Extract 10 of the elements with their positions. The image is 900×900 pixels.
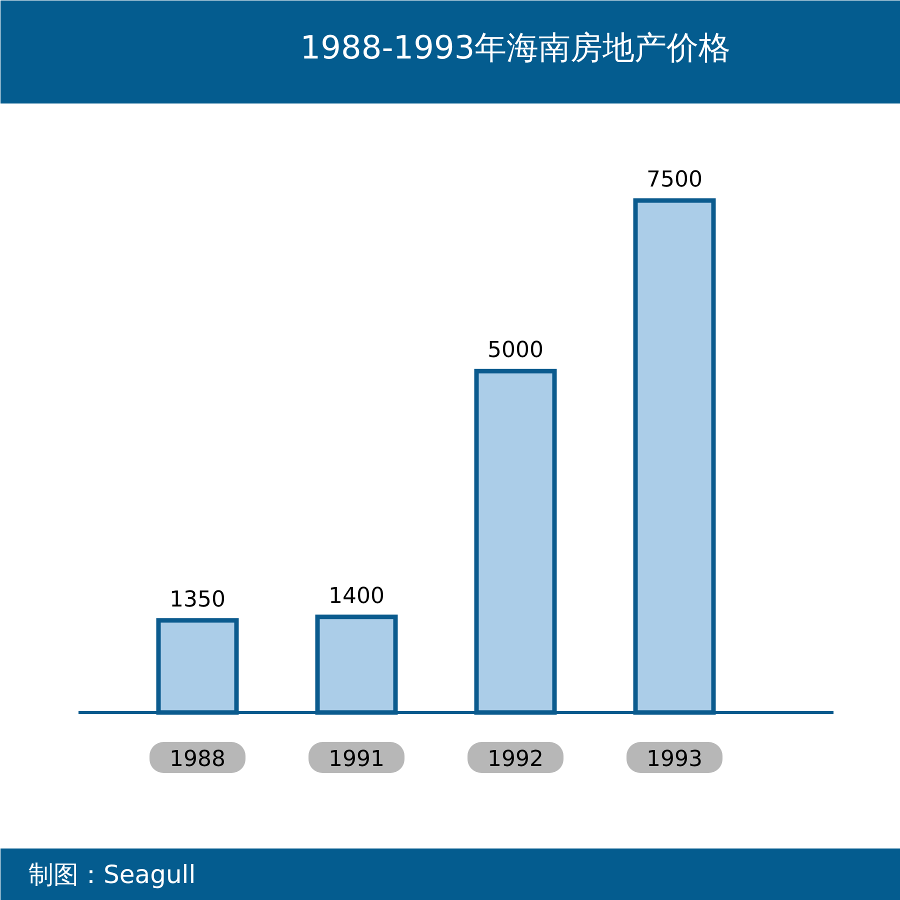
x-tick-label: 1988 — [170, 747, 226, 772]
chart-title: 1988-1993年海南房地产价格 — [300, 28, 731, 66]
data-label: 7500 — [646, 168, 703, 192]
data-label: 1350 — [170, 587, 226, 612]
x-tick-label: 1991 — [328, 747, 385, 772]
x-tick-label: 1993 — [646, 747, 703, 772]
data-label: 5000 — [488, 338, 544, 364]
x-tick-label: 1992 — [488, 747, 544, 772]
data-label: 1400 — [328, 584, 385, 609]
text: 制图：Seagull — [28, 860, 196, 889]
